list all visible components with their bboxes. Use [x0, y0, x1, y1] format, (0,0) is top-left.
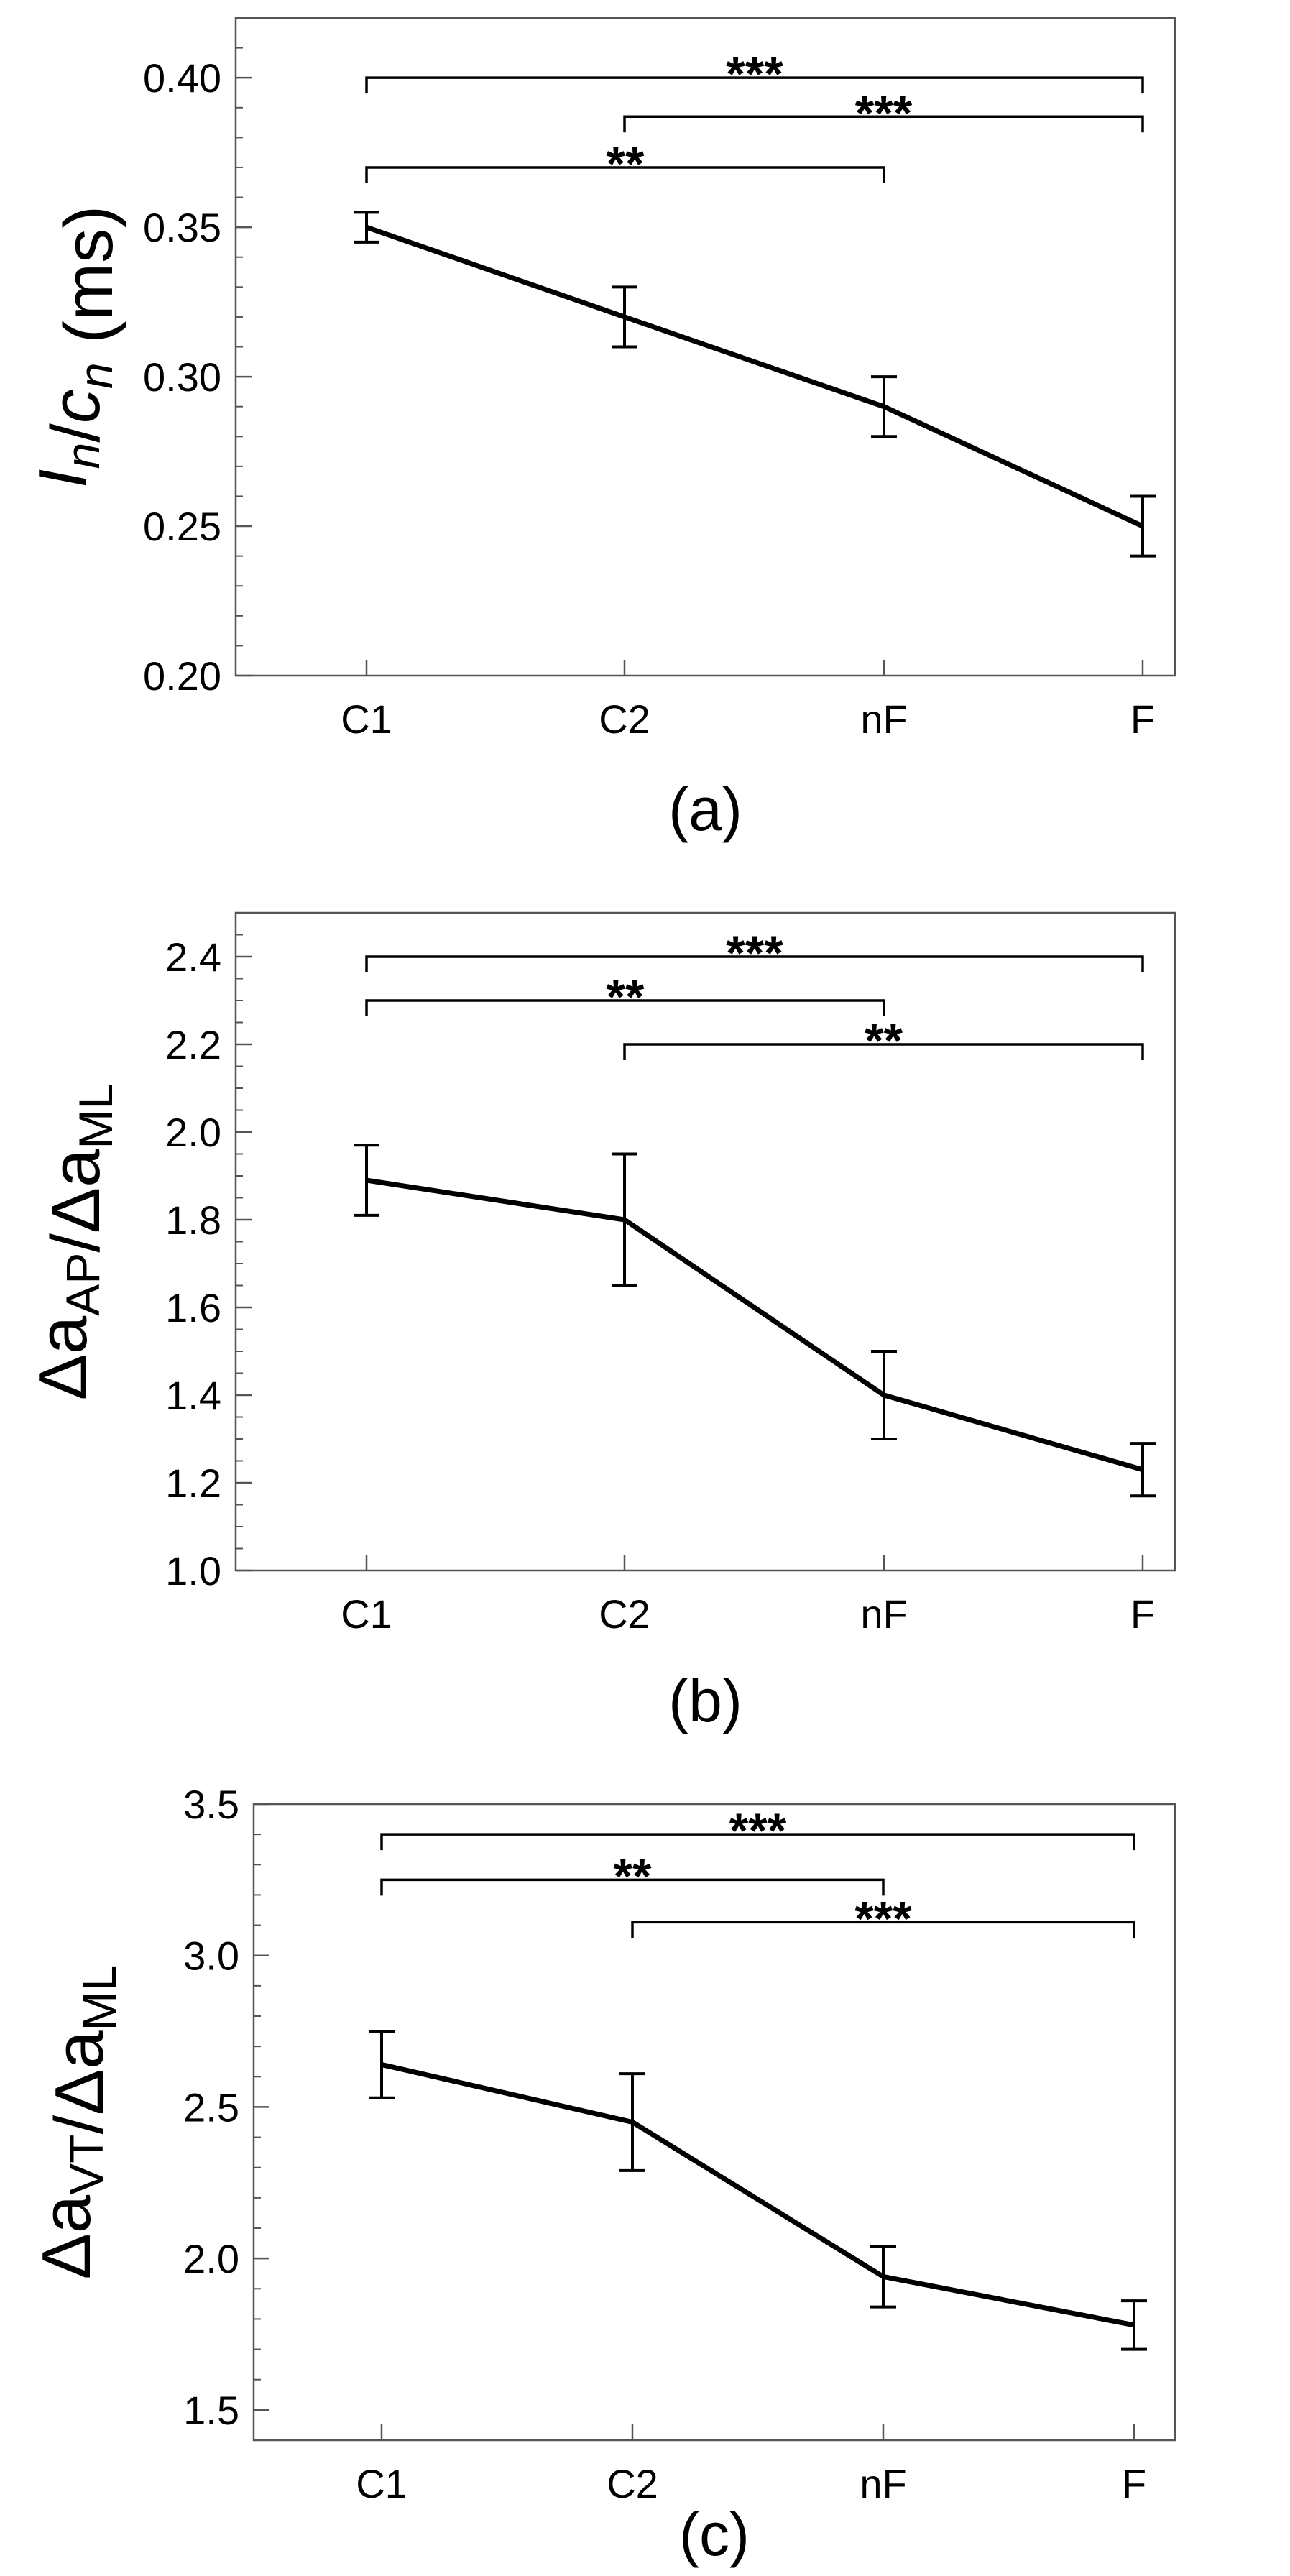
panel-label: (c)	[679, 2501, 750, 2568]
x-tick-label: C1	[341, 1591, 392, 1637]
y-tick-label: 1.8	[165, 1197, 221, 1243]
series-line	[366, 1177, 1143, 1473]
plot-frame	[252, 1803, 1176, 2442]
y-tick-label: 0.40	[143, 55, 221, 101]
significance-bracket: **	[365, 137, 885, 191]
significance-label: ***	[729, 1803, 787, 1858]
error-bar	[870, 2245, 896, 2309]
x-tick-label: nF	[860, 1591, 907, 1637]
error-bar	[1130, 1442, 1156, 1498]
y-tick-label: 1.6	[165, 1285, 221, 1330]
y-tick-label: 2.4	[165, 934, 221, 980]
panel-label: (a)	[668, 776, 742, 843]
x-tick-label: F	[1130, 696, 1155, 742]
significance-label: **	[614, 1849, 652, 1903]
y-tick-label: 0.30	[143, 354, 221, 400]
significance-bracket: **	[365, 970, 885, 1024]
panel-label: (b)	[668, 1667, 742, 1734]
x-tick-label: F	[1122, 2461, 1146, 2506]
error-bar	[354, 211, 379, 244]
significance-label: ***	[854, 1891, 912, 1946]
significance-bracket: ***	[365, 47, 1144, 101]
error-bar	[369, 2030, 395, 2099]
y-axis-label: ΔaAP/ΔaML	[24, 1083, 122, 1400]
error-bar	[612, 285, 637, 349]
y-tick-label: 1.5	[183, 2388, 239, 2433]
y-tick-label: 2.0	[183, 2236, 239, 2281]
y-tick-label: 0.20	[143, 653, 221, 699]
error-bar	[619, 2072, 645, 2172]
x-tick-label: nF	[860, 2461, 906, 2506]
x-tick-label: C2	[599, 696, 650, 742]
y-tick-label: 0.25	[143, 504, 221, 549]
y-tick-label: 1.4	[165, 1373, 221, 1418]
plot-frame	[234, 911, 1176, 1572]
y-tick-label: 3.0	[183, 1933, 239, 1979]
panel-1: 1.01.21.41.61.82.02.22.4C1 C2 nF F*******Δa…	[24, 911, 1176, 1734]
x-tick-label: C2	[599, 1591, 650, 1637]
y-tick-label: 1.2	[165, 1460, 221, 1506]
y-tick-label: 2.2	[165, 1022, 221, 1067]
y-tick-label: 2.0	[165, 1110, 221, 1155]
error-bar	[354, 1144, 379, 1217]
error-bar	[871, 1350, 897, 1440]
y-axis-label: ΔaVT/ΔaML	[28, 1965, 126, 2280]
x-tick-label: F	[1130, 1591, 1155, 1637]
y-tick-label: 1.0	[165, 1548, 221, 1593]
y-tick-label: 3.5	[183, 1782, 239, 1827]
y-tick-label: 2.5	[183, 2084, 239, 2130]
significance-bracket: ***	[365, 926, 1144, 980]
x-tick-label: C2	[607, 2461, 658, 2506]
error-bar	[1130, 494, 1156, 558]
error-bar	[871, 375, 897, 438]
significance-bracket: ***	[380, 1803, 1135, 1858]
series-line	[381, 2062, 1135, 2328]
significance-label: **	[607, 137, 645, 191]
significance-bracket: ***	[631, 1891, 1135, 1946]
significance-label: ***	[726, 47, 783, 101]
significance-label: ***	[855, 86, 913, 140]
significance-label: ***	[726, 926, 783, 980]
significance-label: **	[865, 1013, 903, 1068]
series-line	[365, 224, 1144, 529]
y-tick-label: 0.35	[143, 205, 221, 250]
significance-label: **	[607, 970, 645, 1024]
significance-bracket: ***	[623, 86, 1144, 140]
error-bar	[612, 1152, 637, 1287]
significance-bracket: **	[623, 1013, 1144, 1068]
x-tick-label: C1	[356, 2461, 407, 2506]
x-tick-label: C1	[341, 696, 392, 742]
panel-2: 1.52.02.53.03.5C1 C2 nF F********ΔaVT/ΔaML(…	[28, 1782, 1176, 2568]
error-bar	[1121, 2299, 1147, 2351]
significance-bracket: **	[380, 1849, 885, 1903]
y-axis-label: In/cn (ms)	[24, 206, 127, 488]
x-tick-label: nF	[860, 696, 907, 742]
